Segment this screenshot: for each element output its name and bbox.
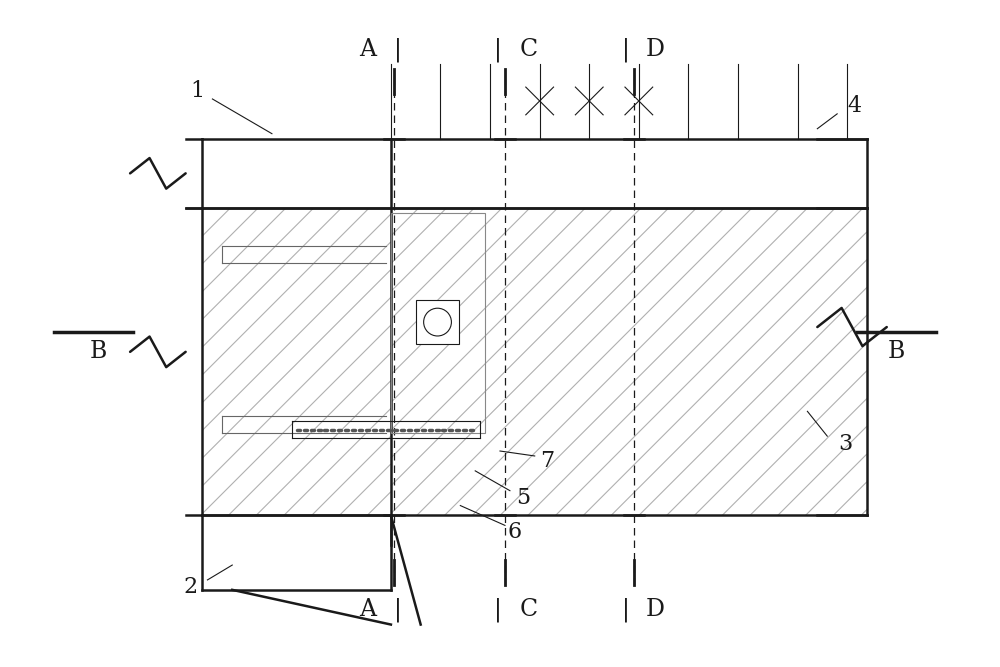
Text: D: D (646, 38, 665, 61)
Text: 6: 6 (508, 522, 522, 544)
Bar (416, 300, 459, 344)
Text: 3: 3 (838, 433, 852, 455)
Text: |: | (622, 598, 630, 622)
Text: 2: 2 (184, 576, 198, 598)
Bar (202, 208, 867, 516)
Text: 1: 1 (190, 80, 205, 102)
Bar (202, 139, 867, 208)
Text: |: | (622, 37, 630, 61)
Text: |: | (394, 37, 402, 61)
Text: D: D (646, 598, 665, 621)
Text: A: A (359, 598, 376, 621)
Text: C: C (520, 38, 538, 61)
Circle shape (424, 308, 451, 336)
Text: 7: 7 (541, 450, 555, 472)
Text: A: A (359, 38, 376, 61)
Text: B: B (888, 340, 905, 364)
Text: |: | (394, 598, 402, 622)
Text: |: | (494, 598, 502, 622)
Text: 5: 5 (516, 487, 530, 509)
Text: C: C (520, 598, 538, 621)
Text: |: | (494, 37, 502, 61)
Text: 4: 4 (847, 95, 861, 117)
Text: B: B (90, 340, 107, 364)
Bar (391, 213, 485, 433)
